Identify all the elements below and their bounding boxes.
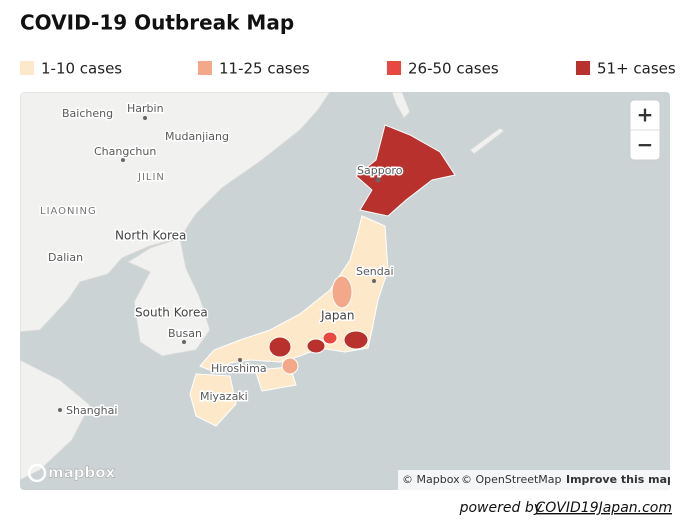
map-label: Sapporo <box>357 164 403 177</box>
legend-label: 26-50 cases <box>408 60 499 78</box>
legend: 1-10 cases 11-25 cases 26-50 cases 51+ case… <box>20 60 676 78</box>
map-label: Miyazaki <box>200 390 248 403</box>
attribution-bg <box>398 470 670 490</box>
legend-label: 51+ cases <box>597 60 676 78</box>
map-label: Mudanjiang <box>165 130 229 143</box>
legend-swatch <box>387 61 401 75</box>
map-label: Shanghai <box>66 404 117 417</box>
footer-prefix: powered by <box>459 500 543 516</box>
land-korea <box>126 237 211 357</box>
land-sakhalin <box>391 92 411 119</box>
map-label: LIAONING <box>40 206 97 217</box>
land-kurils <box>469 127 505 155</box>
map-label: Sendai <box>356 265 394 278</box>
zoom-control: + − <box>629 99 661 161</box>
map-label: Dalian <box>48 251 83 264</box>
title: COVID-19 Outbreak Map <box>20 11 294 35</box>
map-label: JILIN <box>137 172 165 183</box>
map-label: Changchun <box>94 145 156 158</box>
kyushu <box>189 373 237 427</box>
map-label: Hiroshima <box>211 362 267 375</box>
prefecture <box>306 338 326 354</box>
map: Harbin Baicheng Mudanjiang Changchun JIL… <box>20 92 675 490</box>
footer-link[interactable]: COVID19Japan.com <box>536 500 673 516</box>
attribution[interactable]: © OpenStreetMap <box>461 473 562 486</box>
legend-label: 11-25 cases <box>219 60 310 78</box>
prefecture <box>322 331 338 345</box>
city-dots <box>58 116 381 412</box>
land-china-south <box>20 359 91 481</box>
prefecture <box>281 357 299 375</box>
map-label: Baicheng <box>62 107 113 120</box>
zoom-out[interactable]: − <box>637 133 654 157</box>
map-label: Busan <box>168 327 202 340</box>
legend-swatch <box>576 61 590 75</box>
zoom-in[interactable]: + <box>637 103 654 127</box>
legend-swatch <box>20 61 34 75</box>
hokkaido <box>355 124 456 217</box>
attribution[interactable]: © Mapbox <box>402 473 460 486</box>
prefecture <box>343 330 369 350</box>
land-asia <box>20 92 331 333</box>
logo-icon <box>27 463 47 483</box>
prefecture <box>268 336 292 358</box>
legend-swatch <box>198 61 212 75</box>
map-label: Harbin <box>127 102 164 115</box>
map-label: North Korea <box>115 229 186 243</box>
map-label: Japan <box>320 309 354 323</box>
prefecture <box>331 275 353 309</box>
logo-text: mapbox <box>48 464 116 482</box>
mapbox-logo: mapbox <box>27 463 116 483</box>
attribution[interactable]: Improve this map <box>566 473 675 486</box>
map-label: South Korea <box>135 306 208 320</box>
legend-label: 1-10 cases <box>41 60 122 78</box>
